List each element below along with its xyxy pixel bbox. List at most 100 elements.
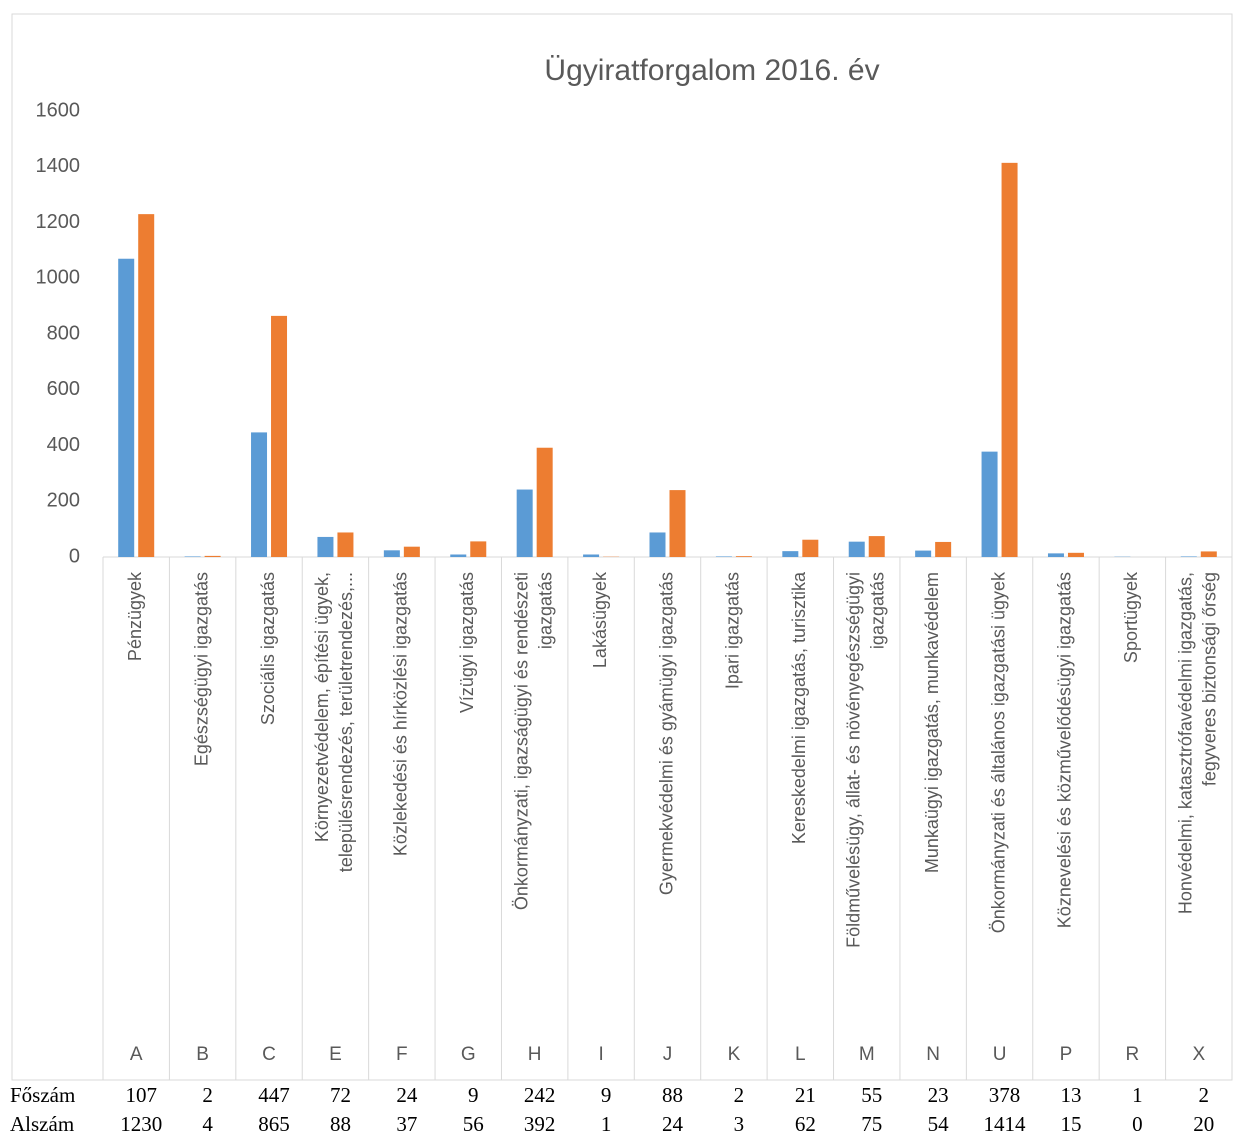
bar <box>251 432 268 557</box>
y-tick-label: 1200 <box>36 211 81 233</box>
table-cell: 3 <box>734 1112 745 1136</box>
x-category-label: Kereskedelmi igazgatás, turisztika <box>789 571 809 844</box>
x-category-label: településrendezés, területrendezés,... <box>336 572 356 872</box>
table-cell: 2 <box>1199 1083 1210 1107</box>
x-category-label: Közlekedési és hírközlési igazgatás <box>391 572 411 856</box>
table-cell: 72 <box>330 1083 351 1107</box>
x-code-label: F <box>396 1044 408 1065</box>
table-cell: 88 <box>330 1112 351 1136</box>
x-category-label: Szociális igazgatás <box>258 572 278 725</box>
bar <box>981 451 998 557</box>
x-category-label: Sportügyek <box>1121 571 1141 663</box>
x-code-label: A <box>130 1044 143 1065</box>
y-tick-label: 200 <box>47 490 80 512</box>
x-code-label: X <box>1192 1044 1205 1065</box>
y-tick-label: 1600 <box>36 99 81 121</box>
table-cell: 4 <box>202 1112 213 1136</box>
x-category-label: Pénzügyek <box>125 571 145 661</box>
table-cell: 37 <box>396 1112 417 1136</box>
x-category-label: Környezetvédelem, építési ügyek, <box>312 572 332 842</box>
x-code-label: J <box>663 1044 673 1065</box>
bar <box>184 556 201 557</box>
bar <box>715 556 732 557</box>
table-cell: 15 <box>1060 1112 1081 1136</box>
x-category-label: fegyveres biztonsági őrség <box>1200 572 1220 786</box>
table-cell: 21 <box>795 1083 816 1107</box>
table-cell: 242 <box>524 1083 556 1107</box>
table-cell: 1230 <box>120 1112 162 1136</box>
x-code-label: I <box>598 1044 603 1065</box>
x-category-label: Vízügyi igazgatás <box>457 572 477 713</box>
bar <box>470 541 487 557</box>
table-cell: 62 <box>795 1112 816 1136</box>
bar <box>1047 553 1064 557</box>
table-row-label: Alszám <box>10 1112 74 1136</box>
table-cell: 54 <box>928 1112 950 1136</box>
x-category-label: Önkormányzati, igazságügyi és rendészeti <box>511 572 531 910</box>
table-cell: 24 <box>662 1112 684 1136</box>
x-category-label: igazgatás <box>867 572 887 649</box>
table-cell: 2 <box>734 1083 745 1107</box>
bar <box>450 554 467 557</box>
bar <box>1180 556 1197 557</box>
x-code-label: K <box>728 1044 741 1065</box>
bar <box>138 214 155 557</box>
x-category-label: Honvédelmi, katasztrófavédelmi igazgatás… <box>1176 572 1196 914</box>
bar <box>669 490 686 557</box>
bar <box>403 546 420 557</box>
bar <box>271 315 288 557</box>
x-code-label: P <box>1060 1044 1073 1065</box>
table-cell: 55 <box>861 1083 882 1107</box>
bar <box>868 536 885 557</box>
table-cell: 1 <box>1132 1083 1143 1107</box>
table-cell: 23 <box>928 1083 949 1107</box>
bar <box>583 554 600 557</box>
bar <box>735 556 752 557</box>
x-code-label: H <box>528 1044 542 1065</box>
x-code-label: L <box>795 1044 806 1065</box>
table-cell: 2 <box>202 1083 213 1107</box>
x-code-label: G <box>461 1044 476 1065</box>
bar <box>337 532 354 557</box>
bar <box>516 489 533 557</box>
y-tick-label: 1000 <box>36 267 81 289</box>
x-code-label: B <box>196 1044 209 1065</box>
x-code-label: M <box>859 1044 875 1065</box>
y-tick-label: 0 <box>69 545 80 567</box>
y-tick-label: 400 <box>47 434 80 456</box>
y-tick-label: 1400 <box>36 155 81 177</box>
y-tick-label: 600 <box>47 378 80 400</box>
x-code-label: C <box>262 1044 276 1065</box>
x-category-label: Lakásügyek <box>590 571 610 668</box>
table-cell: 9 <box>601 1083 612 1107</box>
x-category-label: igazgatás <box>535 572 555 649</box>
bar <box>1001 162 1018 557</box>
bar <box>649 532 666 557</box>
table-cell: 0 <box>1132 1112 1143 1136</box>
table-cell: 392 <box>524 1112 556 1136</box>
table-cell: 1 <box>601 1112 612 1136</box>
x-category-label: Ipari igazgatás <box>723 572 743 689</box>
x-code-label: U <box>993 1044 1007 1065</box>
x-code-label: N <box>926 1044 940 1065</box>
table-cell: 107 <box>125 1083 157 1107</box>
bar <box>848 541 865 557</box>
table-cell: 24 <box>396 1083 418 1107</box>
chart-title: Ügyiratforgalom 2016. év <box>544 54 879 87</box>
x-category-label: Önkormányzati és általános igazgatási üg… <box>988 571 1008 933</box>
x-category-label: Munkaügyi igazgatás, munkavédelem <box>922 572 942 873</box>
x-code-label: R <box>1126 1044 1140 1065</box>
bar <box>118 258 135 557</box>
bar <box>1200 551 1217 557</box>
table-cell: 865 <box>258 1112 290 1136</box>
chart-frame <box>11 13 1233 1081</box>
bar <box>204 555 221 557</box>
table-cell: 75 <box>861 1112 882 1136</box>
table-cell: 9 <box>468 1083 479 1107</box>
x-category-label: Földművelésügy, állat- és növényegészség… <box>843 572 863 948</box>
bar <box>383 550 400 557</box>
table-cell: 447 <box>258 1083 290 1107</box>
x-category-label: Köznevelési és közművelődésügyi igazgatá… <box>1055 572 1075 928</box>
table-cell: 1414 <box>984 1112 1027 1136</box>
